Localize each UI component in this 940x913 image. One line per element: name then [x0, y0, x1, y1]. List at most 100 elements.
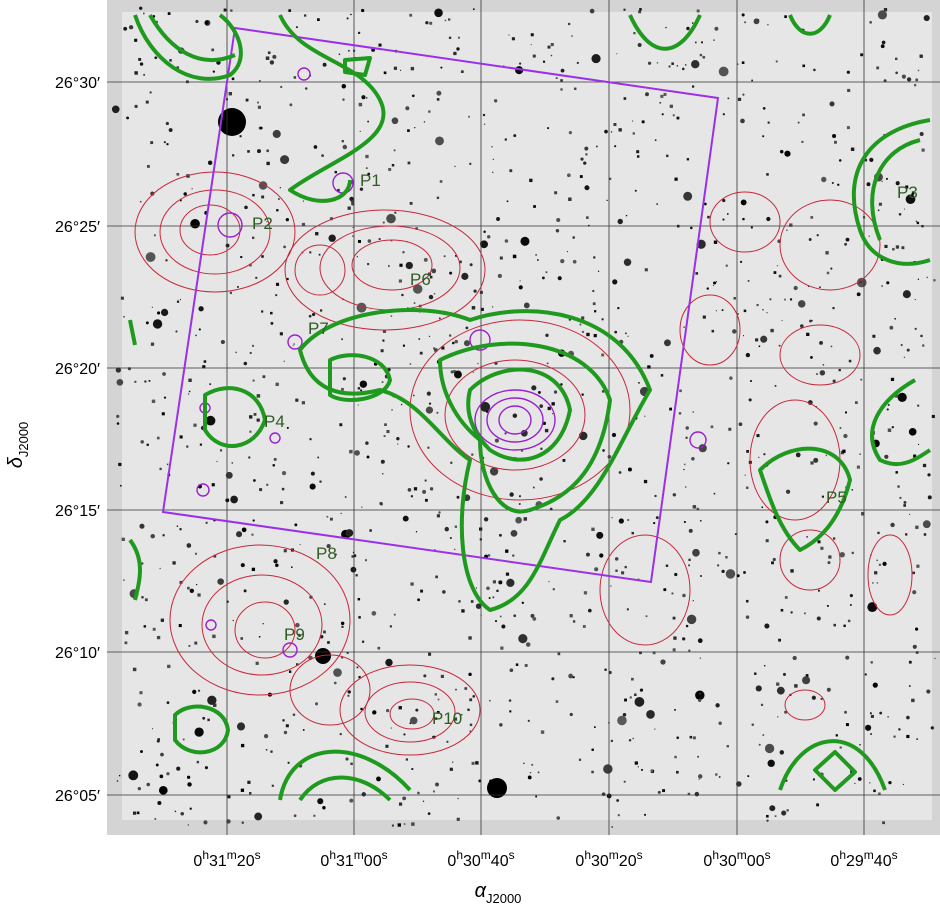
star	[790, 569, 794, 573]
star	[235, 351, 237, 354]
star	[706, 287, 709, 290]
star	[386, 213, 396, 224]
star	[461, 609, 465, 613]
star	[219, 449, 223, 452]
star	[209, 383, 212, 386]
star	[806, 332, 810, 337]
star	[542, 60, 546, 63]
star	[616, 799, 620, 802]
star	[270, 321, 274, 325]
star	[611, 517, 613, 519]
star	[843, 433, 848, 439]
star	[684, 486, 687, 488]
region-label: P1	[360, 171, 381, 190]
star	[820, 546, 824, 550]
star	[155, 20, 158, 24]
star	[678, 412, 682, 415]
star	[496, 589, 499, 592]
star	[202, 716, 206, 720]
star	[738, 422, 743, 427]
star	[736, 781, 742, 787]
star	[281, 470, 287, 476]
star	[754, 672, 757, 675]
star	[356, 302, 367, 313]
star	[700, 520, 702, 522]
star	[168, 128, 173, 133]
star	[258, 636, 261, 638]
star	[878, 563, 881, 566]
star	[186, 174, 190, 178]
star	[832, 306, 835, 310]
star	[323, 603, 326, 606]
star	[493, 99, 498, 103]
star	[699, 53, 703, 57]
star	[611, 826, 613, 828]
star	[688, 564, 690, 567]
unit: h	[202, 848, 209, 862]
star	[118, 462, 122, 467]
star	[311, 312, 316, 317]
star	[469, 263, 473, 267]
star	[471, 453, 474, 456]
star	[771, 561, 774, 565]
star	[367, 172, 371, 176]
star	[686, 26, 690, 31]
star	[825, 454, 827, 457]
star	[581, 316, 585, 320]
star	[784, 15, 787, 19]
star	[747, 280, 750, 282]
star	[278, 198, 280, 200]
star	[236, 722, 246, 731]
star	[908, 428, 917, 436]
star	[309, 438, 312, 441]
star	[930, 726, 934, 730]
star	[297, 633, 301, 637]
star	[742, 217, 745, 221]
star	[381, 381, 384, 384]
star	[596, 531, 604, 539]
star	[435, 575, 438, 579]
star	[854, 401, 858, 404]
star	[685, 436, 688, 439]
star	[454, 165, 456, 167]
star	[270, 750, 273, 753]
star	[766, 173, 769, 176]
star	[301, 222, 306, 227]
star	[713, 492, 716, 495]
x-tick-label: 0h31m00s	[320, 848, 387, 870]
star	[532, 54, 536, 58]
star	[763, 453, 766, 456]
star	[382, 221, 385, 224]
star	[568, 197, 572, 201]
star	[409, 722, 412, 725]
star	[272, 129, 281, 139]
y-tick-label: 26°10′	[55, 645, 100, 662]
star	[414, 126, 416, 129]
star	[156, 635, 161, 640]
star	[128, 770, 139, 781]
star	[139, 691, 143, 695]
star	[911, 698, 915, 703]
star	[477, 362, 479, 365]
unit: m	[737, 848, 747, 862]
star	[554, 191, 558, 195]
star	[568, 318, 571, 321]
star	[461, 70, 464, 73]
star	[870, 714, 874, 718]
star	[186, 775, 191, 779]
star	[440, 674, 444, 678]
star	[834, 140, 837, 144]
star	[547, 127, 550, 130]
star	[508, 699, 512, 702]
star	[568, 131, 572, 135]
star	[258, 181, 268, 190]
star	[663, 588, 667, 592]
star	[826, 271, 830, 275]
star	[931, 414, 935, 418]
star	[762, 107, 766, 110]
star	[792, 655, 797, 661]
star	[398, 802, 403, 806]
star	[411, 768, 414, 770]
star	[617, 218, 623, 225]
star	[552, 587, 556, 591]
